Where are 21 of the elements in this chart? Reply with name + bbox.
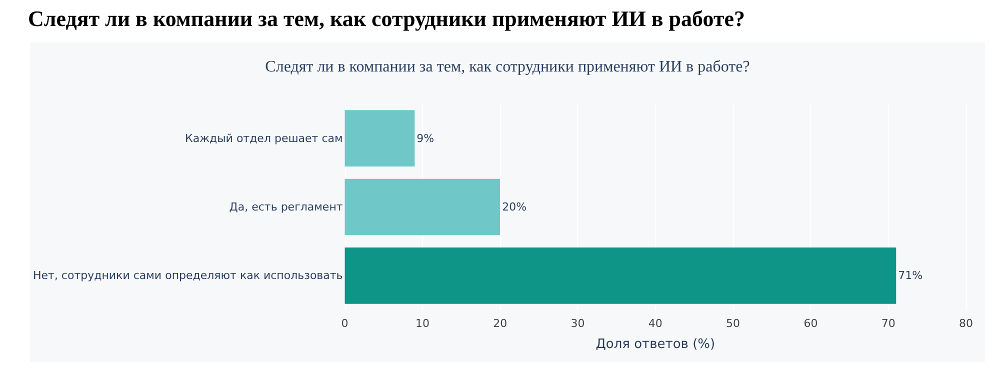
y-tick-label: Каждый отдел решает сам [185,132,343,145]
bar [344,178,500,236]
bar [344,110,415,166]
data-label: 71% [898,269,923,282]
x-tick-label: 20 [493,317,508,330]
y-tick-label: Да, есть регламент [229,200,344,214]
x-axis-title: Доля ответов (%) [596,337,716,352]
x-tick-label: 40 [648,317,662,330]
bar [344,248,896,304]
x-tick-label: 0 [341,317,348,330]
x-tick-label: 30 [570,317,585,330]
chart-title: Следят ли в компании за тем, как сотрудники применяют ИИ в работе? [28,6,746,32]
y-tick-label: Нет, сотрудники сами определяют как использовать [32,269,343,282]
data-label: 9% [416,132,434,145]
data-label: 20% [502,200,527,214]
chart-subtitle: Следят ли в компании за тем, как сотрудники применяют ИИ в работе? [265,58,750,76]
x-tick-label: 60 [804,317,818,330]
x-tick-label: 80 [959,317,973,330]
x-tick-label: 10 [415,317,430,330]
x-tick-label: 50 [726,317,740,330]
x-tick-label: 70 [881,317,896,330]
